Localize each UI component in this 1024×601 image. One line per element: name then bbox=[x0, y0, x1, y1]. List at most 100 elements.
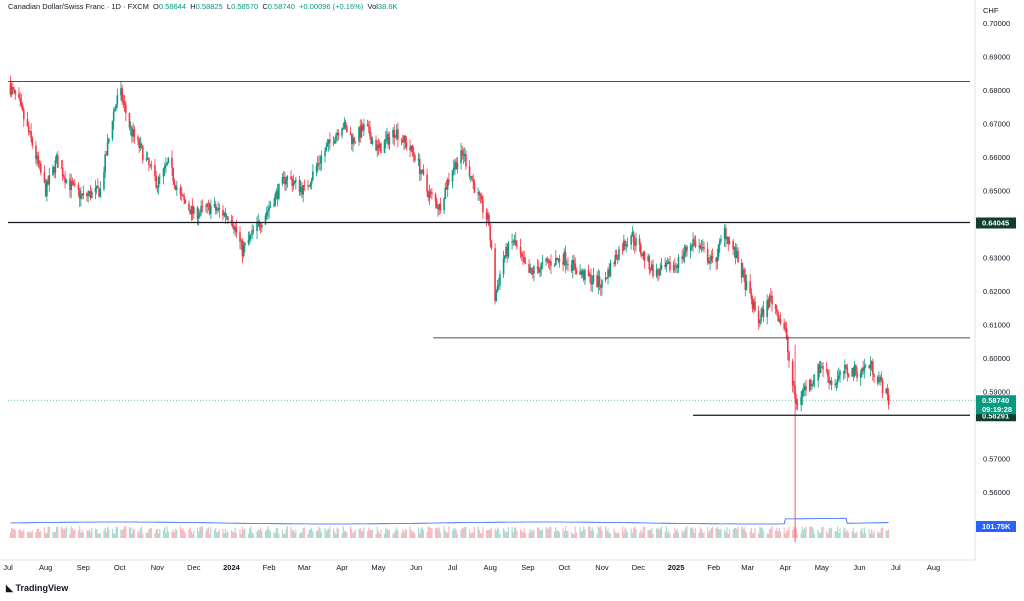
volume-bar bbox=[872, 533, 874, 538]
volume-bar bbox=[779, 531, 782, 538]
candle-body bbox=[701, 247, 704, 248]
volume-bar bbox=[107, 526, 109, 538]
candle-body bbox=[155, 176, 157, 188]
volume-bar bbox=[200, 527, 202, 538]
volume-bar bbox=[351, 528, 353, 538]
candle-body bbox=[472, 180, 475, 183]
volume-bar bbox=[156, 528, 159, 538]
candle-body bbox=[664, 264, 666, 267]
candle-body bbox=[613, 263, 615, 265]
candle-body bbox=[252, 230, 255, 231]
candle-body bbox=[36, 155, 38, 160]
candle-body bbox=[284, 176, 286, 185]
volume-bar bbox=[822, 526, 824, 538]
volume-bar bbox=[206, 528, 208, 538]
volume-bar bbox=[413, 531, 415, 538]
volume-bar bbox=[666, 532, 669, 538]
volume-bar bbox=[868, 528, 870, 538]
volume-bar bbox=[343, 530, 346, 538]
candle-body bbox=[505, 247, 507, 256]
x-tick-label: May bbox=[371, 563, 385, 572]
volume-bar bbox=[529, 529, 531, 538]
volume-bar bbox=[869, 533, 871, 538]
candle-body bbox=[404, 135, 406, 142]
volume-bar bbox=[63, 529, 65, 538]
volume-bar bbox=[878, 532, 880, 538]
last-price-badge-bg bbox=[976, 395, 1016, 415]
volume-bar bbox=[558, 532, 561, 538]
candle-body bbox=[438, 204, 440, 210]
volume-bar bbox=[546, 527, 548, 538]
volume-bar bbox=[828, 528, 830, 538]
candle-body bbox=[829, 380, 832, 384]
candle-body bbox=[454, 161, 456, 168]
candle-body bbox=[111, 121, 114, 139]
volume-bar bbox=[150, 527, 152, 538]
volume-bar bbox=[615, 533, 618, 538]
candle-body bbox=[655, 269, 658, 277]
volume-bar bbox=[137, 530, 139, 538]
candle-body bbox=[452, 167, 455, 171]
candle-body bbox=[78, 190, 81, 199]
candle-body bbox=[388, 137, 391, 145]
candle-body bbox=[222, 209, 224, 216]
symbol-title: Canadian Dollar/Swiss Franc · 1D · FXCM bbox=[8, 2, 149, 11]
candle-body bbox=[410, 145, 413, 151]
candle-body bbox=[166, 162, 168, 166]
candle-body bbox=[847, 374, 850, 377]
candle-body bbox=[354, 141, 357, 143]
candle-body bbox=[846, 367, 849, 375]
volume-bar bbox=[239, 529, 241, 538]
candle-body bbox=[405, 141, 408, 148]
volume-bar bbox=[829, 528, 831, 538]
candle-body bbox=[337, 132, 340, 136]
volume-bar bbox=[36, 528, 38, 538]
volume-bar bbox=[766, 533, 768, 538]
candle-body bbox=[868, 365, 870, 369]
volume-bar bbox=[674, 527, 676, 538]
candle-body bbox=[683, 252, 686, 256]
candle-body bbox=[333, 140, 336, 144]
volume-bar bbox=[171, 531, 173, 538]
candle-body bbox=[573, 260, 575, 264]
candle-body bbox=[486, 214, 489, 220]
candle-body bbox=[556, 257, 558, 261]
volume-bar bbox=[31, 530, 33, 538]
y-tick-label: 0.61000 bbox=[983, 321, 1010, 330]
volume-bar bbox=[55, 526, 58, 538]
candle-body bbox=[173, 181, 176, 186]
volume-bar bbox=[74, 529, 76, 538]
volume-bar bbox=[485, 530, 488, 538]
candle-body bbox=[726, 236, 728, 240]
volume-bar bbox=[209, 533, 211, 538]
candle-body bbox=[383, 140, 386, 154]
volume-bar bbox=[410, 529, 412, 538]
tradingview-logo[interactable]: ◣ TradingView bbox=[6, 583, 68, 594]
candle-body bbox=[91, 191, 93, 199]
volume-badge-bg bbox=[976, 521, 1016, 532]
volume-bar bbox=[708, 532, 710, 538]
candle-body bbox=[657, 269, 659, 274]
volume-bar bbox=[132, 528, 134, 538]
volume-bar bbox=[539, 529, 541, 538]
candle-body bbox=[700, 247, 703, 249]
volume-bar bbox=[451, 530, 454, 538]
volume-bar bbox=[574, 526, 576, 538]
candle-body bbox=[308, 185, 311, 187]
volume-bar bbox=[605, 526, 607, 538]
candle-body bbox=[557, 258, 560, 261]
candle-body bbox=[887, 395, 890, 405]
volume-bar bbox=[590, 530, 592, 538]
candle-body bbox=[9, 83, 12, 95]
volume-bar bbox=[804, 527, 806, 538]
candle-body bbox=[825, 369, 828, 371]
candle-body bbox=[99, 189, 102, 197]
candle-body bbox=[638, 238, 641, 245]
candle-body bbox=[524, 262, 527, 265]
volume-bar bbox=[223, 533, 225, 538]
candle-body bbox=[267, 210, 269, 213]
volume-bar bbox=[173, 532, 176, 538]
candle-body bbox=[558, 258, 561, 262]
volume-bar bbox=[309, 528, 312, 538]
